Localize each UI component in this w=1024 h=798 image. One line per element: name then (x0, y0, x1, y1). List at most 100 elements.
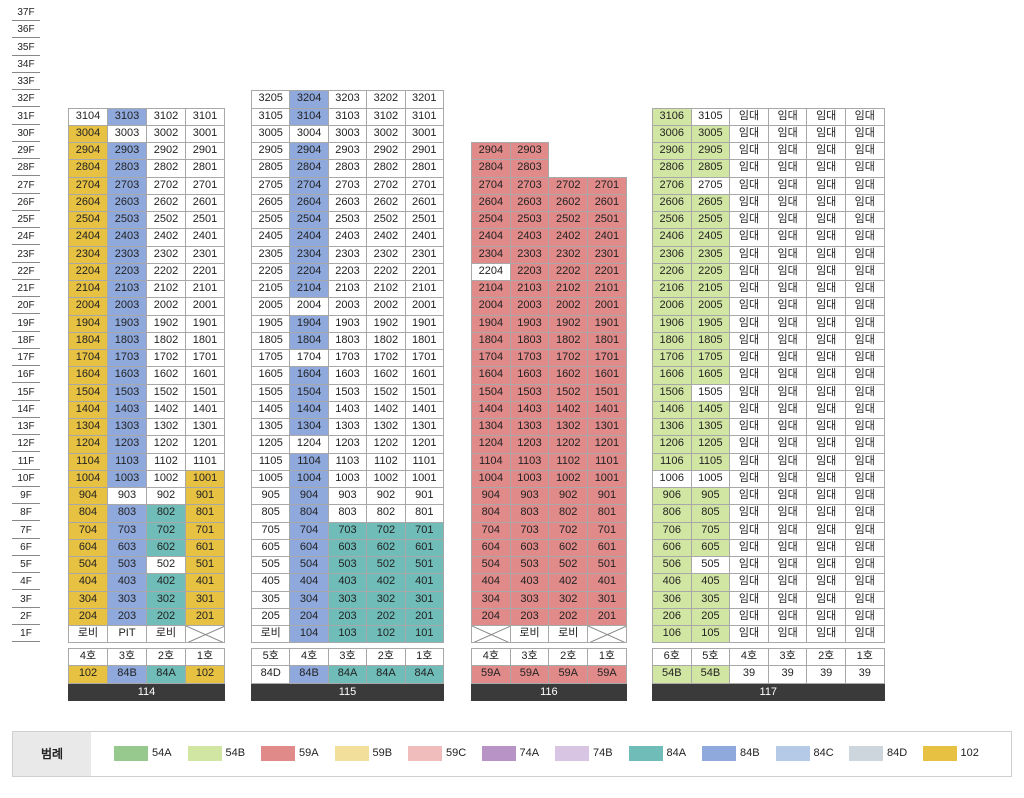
unit-cell: 903 (107, 487, 147, 506)
unit-cell: 2204 (471, 262, 511, 281)
unit-cell: 1701 (587, 349, 627, 368)
lobby-cell: 로비 (548, 625, 589, 644)
no-unit-cell (587, 625, 627, 644)
unit-cell: 임대 (729, 176, 769, 195)
unit-cell: 901 (587, 487, 627, 506)
unit-cell: 1001 (185, 469, 225, 488)
unit-cell: 1104 (68, 452, 108, 471)
unit-cell: 2105 (690, 280, 731, 299)
unit-type-header: 84A (327, 665, 368, 684)
unit-cell: 406 (652, 573, 692, 592)
unit-cell: 임대 (767, 366, 808, 385)
unit-cell: 1306 (652, 418, 692, 437)
unit-cell: 2403 (327, 228, 368, 247)
unit-cell: 601 (587, 538, 627, 557)
unit-number-header: 5호 (690, 648, 731, 667)
unit-cell: 403 (509, 573, 550, 592)
unit-cell: 2603 (107, 193, 147, 212)
unit-cell: 1802 (548, 331, 589, 350)
unit-cell: 504 (289, 556, 329, 575)
unit-cell: 임대 (806, 142, 846, 161)
unit-cell: 임대 (845, 176, 885, 195)
unit-number-header: 4호 (471, 648, 511, 667)
unit-cell: 2501 (404, 211, 444, 230)
unit-cell: 1603 (107, 366, 147, 385)
unit-cell: 2702 (366, 176, 406, 195)
unit-cell: 2504 (289, 211, 329, 230)
unit-cell: 1604 (289, 366, 329, 385)
unit-cell: 3002 (146, 124, 186, 143)
unit-cell: 임대 (806, 400, 846, 419)
unit-cell: 임대 (767, 314, 808, 333)
unit-cell: 604 (471, 538, 511, 557)
unit-cell: 1303 (509, 418, 550, 437)
unit-cell: 3106 (652, 107, 692, 126)
unit-type-header: 54B (652, 665, 692, 684)
unit-cell: 2605 (690, 193, 731, 212)
unit-cell: 604 (68, 538, 108, 557)
unit-cell: 임대 (806, 487, 846, 506)
unit-cell: 2104 (68, 280, 108, 299)
unit-cell: 1503 (107, 383, 147, 402)
unit-cell: 임대 (806, 556, 846, 575)
unit-cell: 804 (289, 504, 329, 523)
pit-cell: PIT (107, 625, 147, 644)
floor-label: 11F (12, 453, 40, 470)
unit-cell: 2302 (146, 245, 186, 264)
unit-cell: 임대 (845, 607, 885, 626)
unit-cell: 1401 (587, 400, 627, 419)
unit-cell: 3201 (404, 90, 444, 109)
unit-cell: 임대 (729, 159, 769, 178)
unit-cell: 902 (146, 487, 186, 506)
unit-cell: 801 (587, 504, 627, 523)
legend-label: 74A (519, 747, 540, 759)
unit-cell: 1103 (509, 452, 550, 471)
legend-label: 54A (152, 747, 172, 759)
unit-cell: 2103 (327, 280, 368, 299)
unit-cell: 702 (366, 521, 406, 540)
unit-cell: 1604 (471, 366, 511, 385)
unit-cell: 704 (68, 521, 108, 540)
unit-cell: 임대 (845, 573, 885, 592)
unit-cell: 2104 (289, 280, 329, 299)
unit-cell: 1702 (548, 349, 589, 368)
unit-cell: 304 (471, 590, 511, 609)
floor-label: 8F (12, 504, 40, 522)
unit-cell: 2601 (587, 193, 627, 212)
unit-cell: 404 (471, 573, 511, 592)
unit-cell: 2503 (107, 211, 147, 230)
unit-cell: 2101 (404, 280, 444, 299)
unit-cell: 2903 (509, 142, 550, 161)
unit-cell: 임대 (729, 297, 769, 316)
unit-cell: 1001 (587, 469, 627, 488)
floor-label: 35F (12, 39, 40, 56)
unit-cell: 405 (690, 573, 731, 592)
unit-cell: 임대 (806, 159, 846, 178)
no-unit-cell (471, 625, 511, 644)
unit-cell: 2604 (471, 193, 511, 212)
floor-label: 12F (12, 435, 40, 453)
unit-cell: 임대 (845, 504, 885, 523)
unit-cell: 1905 (690, 314, 731, 333)
unit-cell: 2201 (587, 262, 627, 281)
unit-cell: 2501 (185, 211, 225, 230)
unit-type-header: 59A (509, 665, 550, 684)
unit-cell: 임대 (729, 383, 769, 402)
unit-cell: 2403 (107, 228, 147, 247)
unit-cell: 1702 (366, 349, 406, 368)
unit-cell: 임대 (729, 435, 769, 454)
unit-cell: 3003 (107, 124, 147, 143)
unit-cell: 임대 (806, 124, 846, 143)
unit-cell: 2302 (366, 245, 406, 264)
unit-cell: 3103 (327, 107, 368, 126)
unit-cell: 1004 (471, 469, 511, 488)
unit-cell: 2103 (107, 280, 147, 299)
unit-cell: 2003 (509, 297, 550, 316)
unit-cell: 1801 (185, 331, 225, 350)
unit-cell: 2702 (548, 176, 589, 195)
unit-cell: 3105 (251, 107, 291, 126)
unit-cell: 604 (289, 538, 329, 557)
unit-cell: 2301 (404, 245, 444, 264)
unit-cell: 임대 (806, 625, 846, 644)
unit-cell: 201 (404, 607, 444, 626)
